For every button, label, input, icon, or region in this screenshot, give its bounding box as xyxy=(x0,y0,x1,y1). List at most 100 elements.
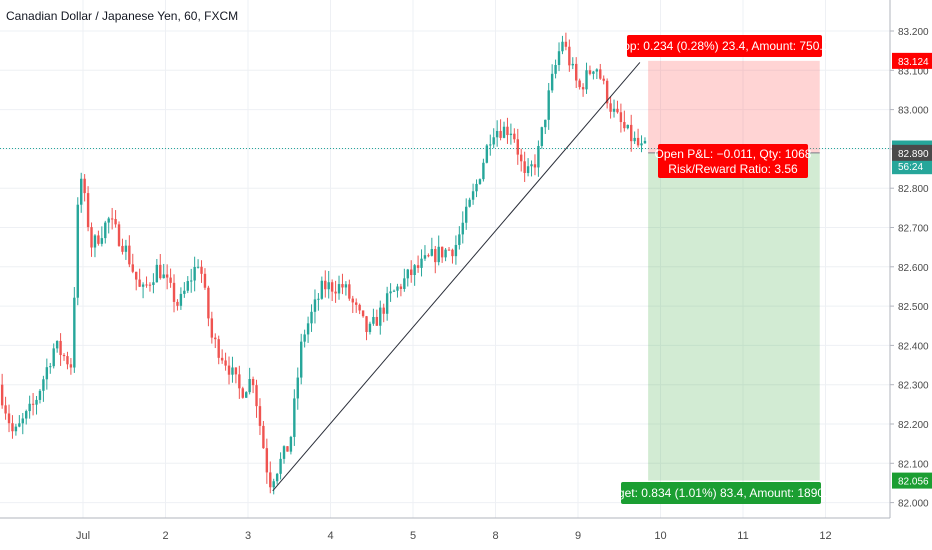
x-tick-label: 4 xyxy=(327,530,333,542)
candle-body xyxy=(499,130,502,138)
candle-body xyxy=(544,119,547,128)
candle-body xyxy=(93,235,97,248)
candle-body xyxy=(530,164,533,167)
candle-body xyxy=(100,238,104,244)
candle-body xyxy=(320,280,324,299)
candle-body xyxy=(482,162,485,180)
candle-body xyxy=(330,282,334,292)
candle-body xyxy=(313,299,317,312)
candle-body xyxy=(337,284,341,294)
candle-body xyxy=(4,405,7,414)
candle-body xyxy=(492,137,495,145)
candle-body xyxy=(227,365,231,375)
x-tick-label: 3 xyxy=(245,530,251,542)
candle-body xyxy=(636,137,640,146)
candle-body xyxy=(451,249,454,257)
candle-body xyxy=(389,291,392,294)
candle-body xyxy=(643,140,647,144)
candle-body xyxy=(385,293,389,314)
pnl-label-box xyxy=(658,144,808,178)
candle-body xyxy=(45,367,49,380)
target-zone[interactable] xyxy=(648,152,820,481)
candle-body xyxy=(86,193,90,228)
candle-body xyxy=(76,204,79,298)
candle-body xyxy=(520,154,523,162)
stop-zone[interactable] xyxy=(648,60,820,153)
long-position-tool[interactable] xyxy=(648,60,820,481)
candle-body xyxy=(107,218,110,223)
x-tick-label: 5 xyxy=(410,530,416,542)
risk-reward-label: Risk/Reward Ratio: 3.56 xyxy=(668,162,798,176)
candle-body xyxy=(183,290,186,294)
trendline[interactable] xyxy=(272,62,641,492)
chart-title: Canadian Dollar / Japanese Yen, 60, FXCM xyxy=(6,9,238,23)
candle-body xyxy=(351,298,354,303)
candle-body xyxy=(155,264,159,283)
candle-body xyxy=(176,301,179,306)
candle-body xyxy=(224,360,227,366)
candle-body xyxy=(523,161,526,173)
candle-body xyxy=(97,235,100,244)
candle-body xyxy=(379,307,382,326)
candle-body xyxy=(372,316,375,324)
price-badge-label: 82.890 xyxy=(898,149,929,160)
candle-body xyxy=(262,425,265,449)
candle-body xyxy=(554,65,557,74)
candle-body xyxy=(131,264,134,272)
chart-grid xyxy=(0,0,890,518)
candle-body xyxy=(585,70,588,90)
candle-body xyxy=(513,133,516,140)
y-tick-label: 82.100 xyxy=(898,459,929,470)
candle-body xyxy=(203,273,207,288)
y-tick-label: 83.200 xyxy=(898,27,929,38)
price-badge xyxy=(892,472,932,489)
candle-body xyxy=(592,71,595,74)
candle-body xyxy=(341,284,344,288)
candle-body xyxy=(269,472,272,488)
candle-body xyxy=(516,139,519,155)
y-tick-label: 82.300 xyxy=(898,381,929,392)
price-axis-bg xyxy=(890,0,932,550)
candle-body xyxy=(117,224,121,246)
candle-body xyxy=(506,126,509,136)
candle-body xyxy=(475,183,478,192)
candle-body xyxy=(138,279,141,287)
target-label-box xyxy=(621,482,821,504)
candle-body xyxy=(471,191,475,200)
candle-body xyxy=(605,80,609,104)
candle-body xyxy=(172,282,176,302)
candle-body xyxy=(633,137,636,142)
candle-body xyxy=(296,377,299,399)
candle-body xyxy=(399,286,403,289)
candle-body xyxy=(626,124,629,129)
price-badge xyxy=(892,158,932,175)
candle-body xyxy=(588,70,592,74)
candle-body xyxy=(145,284,148,286)
candle-body xyxy=(35,399,38,405)
candle-body xyxy=(241,388,244,398)
y-tick-label: 82.800 xyxy=(898,184,929,195)
candle-body xyxy=(59,340,62,356)
candle-body xyxy=(324,280,327,290)
candle-body xyxy=(561,41,564,52)
candle-body xyxy=(619,112,623,123)
candle-body xyxy=(334,291,337,294)
candle-body xyxy=(300,341,303,378)
candle-body xyxy=(423,255,427,259)
candle-body xyxy=(286,446,289,452)
candle-body xyxy=(73,297,76,368)
candle-body xyxy=(248,378,251,393)
candle-body xyxy=(616,108,619,113)
candle-body xyxy=(121,245,124,252)
candle-body xyxy=(272,481,275,488)
candle-body xyxy=(578,80,581,88)
candle-body xyxy=(90,227,93,248)
candle-body xyxy=(25,411,28,419)
candle-body xyxy=(255,385,258,407)
candle-body xyxy=(571,63,574,66)
candle-body xyxy=(7,413,11,424)
trendline-layer[interactable] xyxy=(272,62,641,492)
candle-body xyxy=(458,234,461,245)
